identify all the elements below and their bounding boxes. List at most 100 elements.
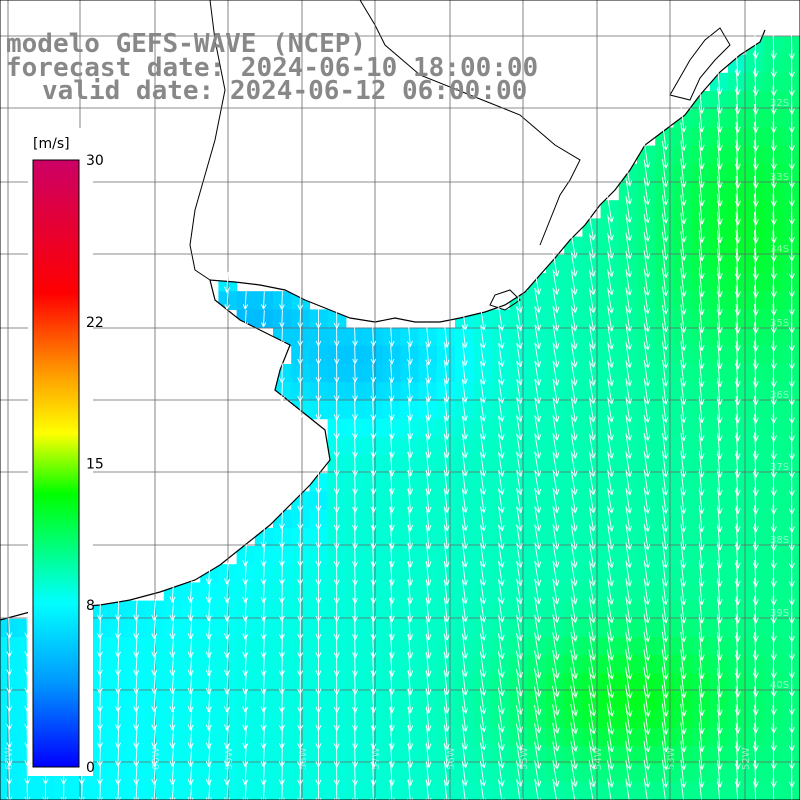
- wind-arrow: [552, 415, 560, 441]
- wind-arrow: [534, 578, 542, 605]
- wind-arrow: [516, 324, 523, 349]
- wind-arrow: [625, 360, 633, 387]
- wind-arrow: [352, 346, 358, 364]
- wind-arrow: [552, 542, 560, 568]
- wind-arrow: [333, 327, 340, 347]
- wind-arrow: [588, 722, 597, 753]
- wind-arrow: [388, 363, 395, 383]
- wind-arrow: [498, 451, 505, 477]
- wind-arrow: [643, 703, 651, 735]
- wind-arrow: [534, 560, 542, 586]
- wind-arrow: [498, 524, 505, 550]
- wind-arrow: [588, 685, 597, 717]
- wind-arrow: [534, 614, 542, 642]
- wind-arrow: [643, 396, 651, 423]
- colorbar-tick-label: 22: [86, 315, 104, 331]
- wind-arrow: [498, 560, 505, 586]
- wind-arrow: [516, 579, 523, 605]
- wind-arrow: [570, 233, 578, 259]
- wind-arrow: [315, 363, 322, 383]
- wind-arrow: [570, 649, 578, 679]
- wind-arrow: [552, 342, 560, 368]
- wind-arrow: [607, 524, 614, 550]
- wind-arrow: [279, 291, 285, 310]
- wind-arrow: [224, 291, 230, 310]
- wind-arrow: [534, 542, 542, 568]
- wind-arrow: [498, 433, 505, 459]
- wind-arrow: [643, 778, 651, 800]
- wind-arrow: [552, 433, 560, 459]
- wind-arrow: [770, 778, 777, 800]
- wind-arrow: [588, 759, 596, 788]
- laguna-merim: [489, 289, 521, 311]
- wind-arrow: [534, 668, 542, 697]
- wind-arrow: [297, 345, 304, 365]
- wind-arrow: [516, 686, 524, 715]
- wind-arrow: [570, 487, 578, 514]
- lon-label: 60W: [151, 747, 162, 770]
- wind-arrow: [534, 415, 542, 441]
- wind-arrow: [625, 214, 633, 241]
- wind-arrow: [625, 722, 633, 753]
- wind-arrow: [516, 723, 524, 751]
- wind-arrow: [461, 343, 468, 367]
- wind-arrow: [606, 685, 615, 717]
- wind-arrow: [498, 343, 505, 367]
- wind-arrow: [516, 397, 523, 422]
- title-forecast-date: forecast date: 2024-06-10 18:00:00: [6, 53, 538, 83]
- wind-arrow: [516, 469, 523, 495]
- wind-arrow: [516, 542, 523, 568]
- wind-arrow: [516, 650, 524, 678]
- wind-arrow: [388, 381, 395, 402]
- wind-arrow: [625, 649, 633, 680]
- wind-arrow: [333, 308, 340, 329]
- wind-arrow: [607, 433, 614, 459]
- wind-arrow: [187, 780, 194, 800]
- wind-arrow: [516, 379, 523, 404]
- colorbar: [m/s] 30 22 15 8 0: [28, 128, 104, 776]
- wind-arrow: [315, 308, 322, 329]
- wind-arrow: [498, 306, 505, 331]
- wind-arrow: [588, 342, 596, 368]
- wind-arrow: [698, 778, 705, 800]
- wind-arrow: [534, 306, 542, 331]
- wind-arrow: [261, 310, 267, 328]
- wind-arrow: [552, 269, 560, 295]
- wind-arrow: [388, 345, 395, 365]
- wind-arrow: [588, 469, 596, 496]
- lat-label: 38S: [770, 535, 789, 546]
- wind-arrow: [752, 778, 759, 800]
- lat-label: 34S: [770, 244, 789, 255]
- lat-label: 39S: [770, 608, 789, 619]
- wind-arrow: [552, 741, 560, 770]
- wind-arrow: [588, 631, 597, 661]
- wind-arrow: [588, 287, 596, 314]
- wind-arrow: [625, 505, 633, 532]
- wind-arrow: [588, 667, 597, 698]
- wind-arrow: [607, 269, 614, 296]
- wind-arrow: [606, 667, 615, 699]
- wind-arrow: [625, 778, 633, 800]
- wind-arrow: [607, 214, 614, 241]
- wind-arrow: [480, 651, 487, 678]
- wind-arrow: [570, 560, 578, 587]
- wind-arrow: [534, 433, 542, 459]
- wind-arrow: [570, 614, 578, 642]
- wind-arrow: [279, 327, 285, 347]
- wind-arrow: [516, 415, 523, 441]
- wind-arrow: [607, 542, 614, 569]
- wind-arrow: [552, 287, 560, 313]
- wind-arrow: [607, 196, 614, 223]
- wind-arrow: [370, 363, 377, 383]
- wind-arrow: [425, 362, 432, 384]
- wind-arrow: [625, 196, 633, 223]
- wind-arrow: [643, 378, 651, 405]
- wind-arrow: [625, 159, 633, 187]
- wind-arrow: [588, 214, 596, 241]
- wind-arrow: [279, 309, 285, 328]
- wind-arrow: [588, 596, 596, 624]
- wind-arrow: [552, 324, 560, 350]
- wind-arrow: [643, 469, 651, 496]
- wind-arrow: [552, 378, 560, 404]
- wind-arrow: [588, 487, 596, 514]
